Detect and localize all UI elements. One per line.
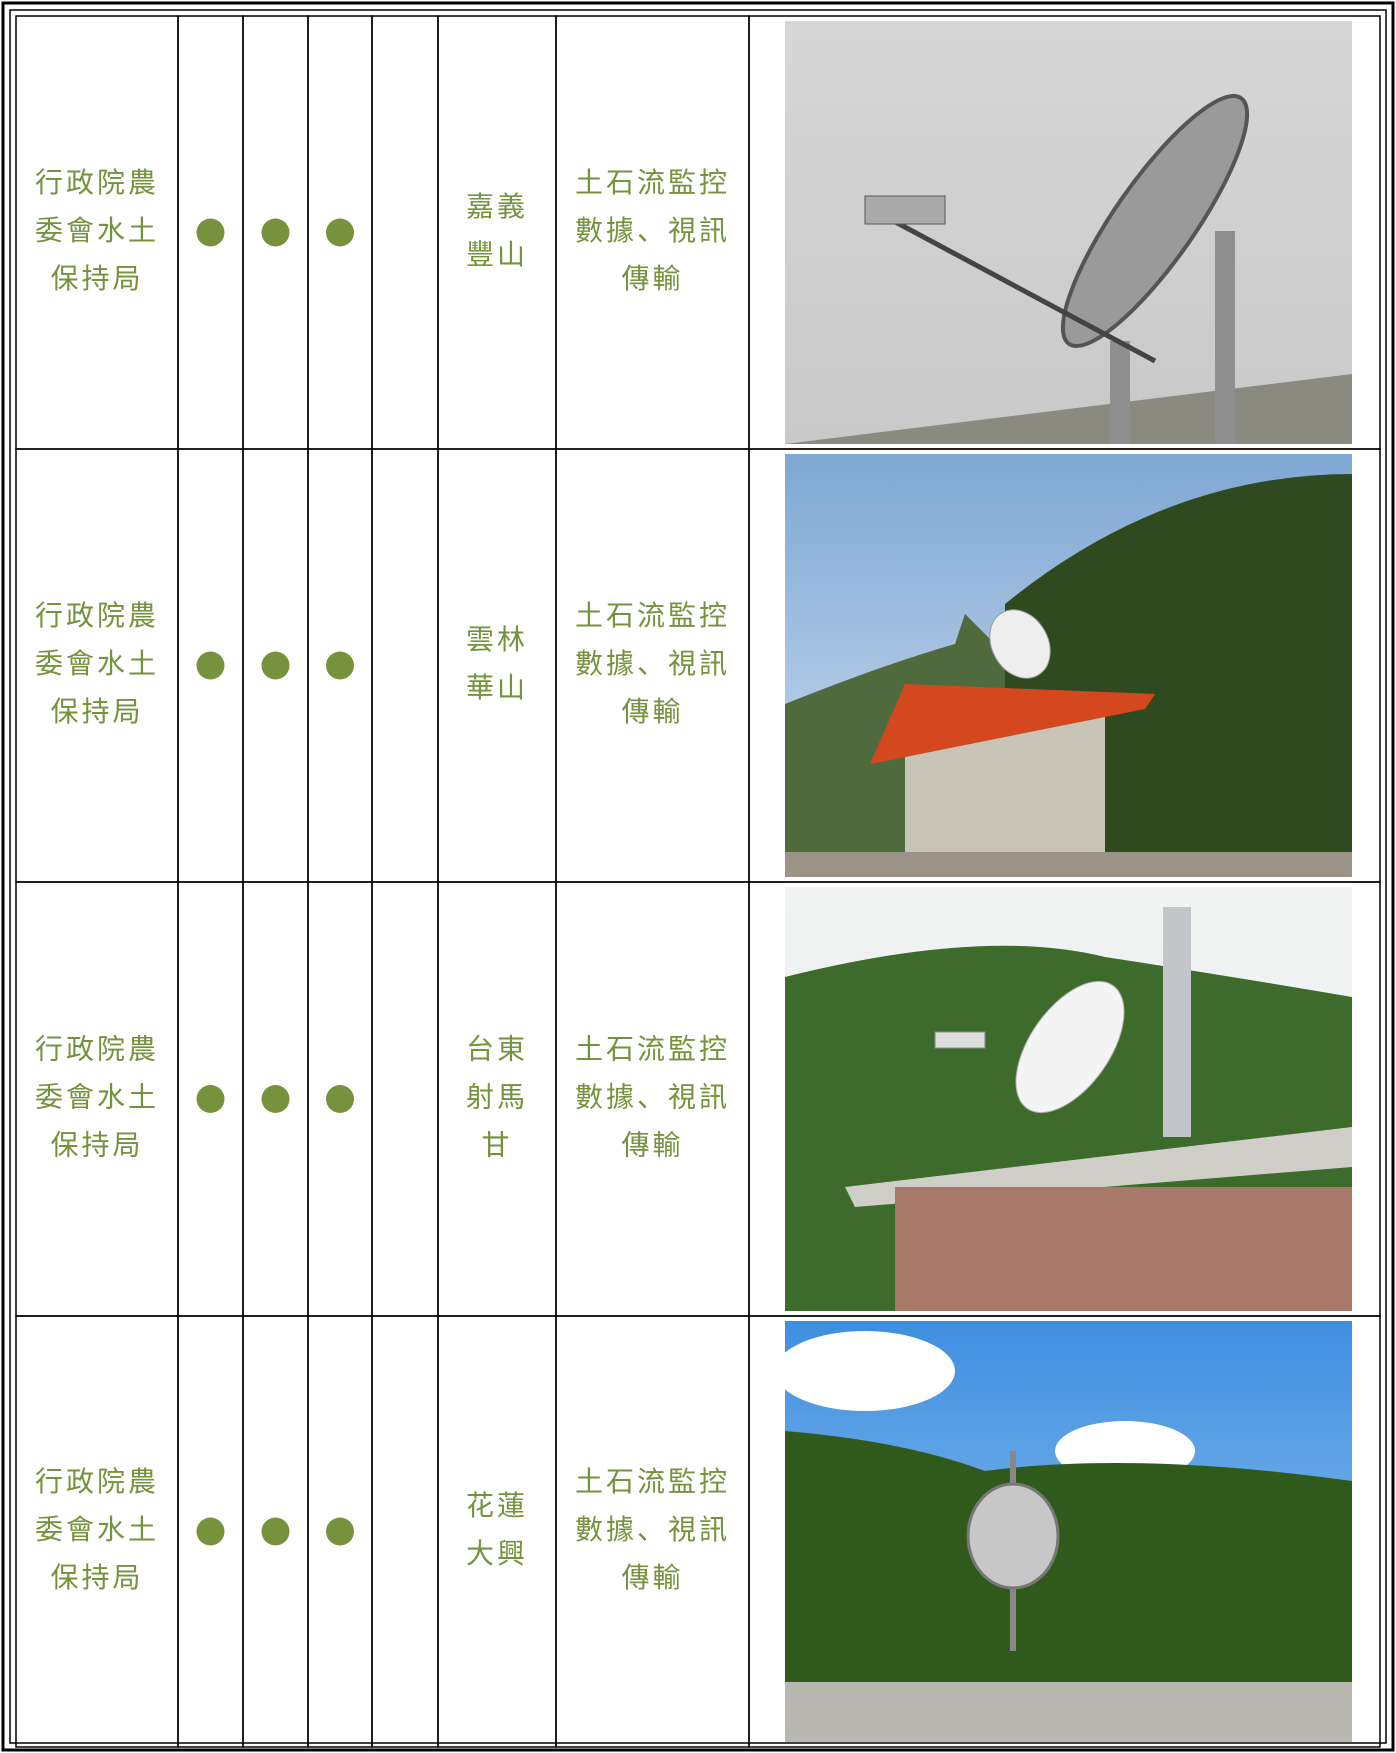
cell-text: 傳輸 [621,262,683,295]
cell-text: 保持局 [50,1561,143,1594]
cell-text: 保持局 [50,1129,143,1162]
cloud [775,1331,955,1411]
sky [785,21,1352,444]
dot-marker [326,219,354,247]
cell-text: 數據、視訊 [575,647,730,680]
cell-text: 土石流監控 [575,599,730,632]
dot-marker [262,219,290,247]
dish [968,1484,1058,1588]
pole [1110,341,1130,444]
photo-content [785,454,1352,877]
base [785,1682,1352,1742]
cell [438,449,556,882]
cell-text: 數據、視訊 [575,1081,730,1114]
cell-text: 委會水土 [35,214,159,247]
lnb [865,196,945,224]
cell-text: 射馬 [466,1081,528,1114]
cell-text: 數據、視訊 [575,214,730,247]
cell [372,16,438,449]
lnb [935,1032,985,1048]
cell-text: 行政院農 [35,166,159,199]
cell-text: 保持局 [50,262,143,295]
photo [775,1321,1352,1742]
cell-text: 土石流監控 [575,1033,730,1066]
cell-text: 華山 [466,671,528,704]
cell-text: 雲林 [466,623,528,656]
cell-text: 傳輸 [621,1129,683,1162]
photo-content [785,887,1352,1311]
dot-marker [197,652,225,680]
cell-text: 數據、視訊 [575,1513,730,1546]
mosaic-wall [895,1187,1352,1311]
cell-text: 行政院農 [35,1033,159,1066]
cell-text: 傳輸 [621,695,683,728]
dot-marker [197,219,225,247]
cell-text: 豐山 [466,238,528,271]
dot-marker [326,1085,354,1113]
dot-marker [262,1085,290,1113]
photo-content [775,1321,1352,1742]
cell-text: 大興 [466,1537,528,1570]
cell-text: 行政院農 [35,1465,159,1498]
cell [438,16,556,449]
cell-text: 委會水土 [35,1081,159,1114]
cell-text: 台東 [466,1033,528,1066]
cell-text: 花蓮 [466,1489,528,1522]
dot-marker [262,652,290,680]
wall [785,852,1352,877]
dot-marker [326,652,354,680]
cell-text: 委會水土 [35,1513,159,1546]
cell-text: 土石流監控 [575,166,730,199]
cell-text: 甘 [481,1129,512,1162]
photo-content [785,21,1352,454]
cell-text: 嘉義 [466,190,528,223]
cell-text: 傳輸 [621,1561,683,1594]
cell [372,449,438,882]
cell-text: 委會水土 [35,647,159,680]
dot-marker [197,1085,225,1113]
photo [785,454,1352,877]
page: 行政院農委會水土保持局嘉義豐山土石流監控數據、視訊傳輸行政院農委會水土保持局雲林… [0,0,1396,1753]
dot-marker [197,1518,225,1546]
dot-marker [262,1518,290,1546]
photo [785,887,1352,1311]
chimney [1163,907,1191,1137]
cell [372,882,438,1316]
cell [438,1316,556,1747]
cell [372,1316,438,1747]
photo [785,21,1352,454]
cell-text: 保持局 [50,695,143,728]
pole [1215,231,1235,454]
dot-marker [326,1518,354,1546]
cell-text: 行政院農 [35,599,159,632]
cell-text: 土石流監控 [575,1465,730,1498]
